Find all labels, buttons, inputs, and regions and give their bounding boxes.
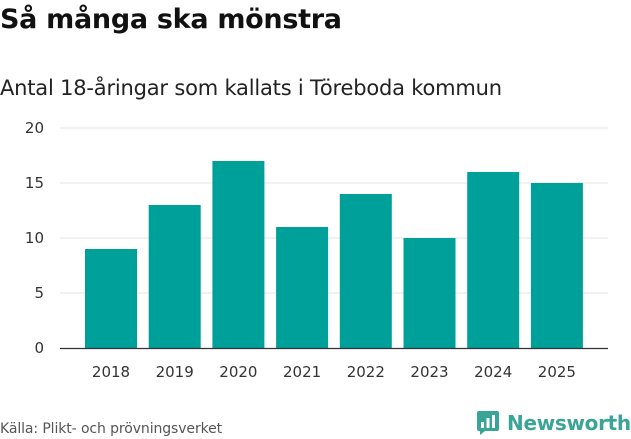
bar-2020 (212, 161, 265, 348)
x-tick-label: 2024 (474, 363, 512, 381)
x-axis-ticks: 2018 2019 2020 2021 2022 2023 2024 2025 (92, 363, 576, 381)
chart-title: Så många ska mönstra (0, 4, 342, 35)
x-tick-label: 2023 (410, 363, 448, 381)
x-tick-label: 2019 (156, 363, 194, 381)
chart-subtitle: Antal 18-åringar som kallats i Töreboda … (0, 76, 502, 100)
x-tick-label: 2022 (347, 363, 385, 381)
bar-2023 (403, 238, 456, 348)
bar-2021 (276, 227, 329, 348)
y-tick-label: 5 (34, 284, 44, 302)
y-axis-ticks: 0 5 10 15 20 (25, 119, 44, 357)
y-tick-label: 20 (25, 119, 44, 137)
brand-name: Newsworthy (507, 411, 631, 435)
bar-2018 (85, 249, 137, 348)
newsworthy-logo-icon (477, 411, 499, 435)
bars (85, 161, 583, 348)
x-tick-label: 2018 (92, 363, 130, 381)
bar-2022 (339, 194, 392, 348)
x-tick-label: 2020 (219, 363, 257, 381)
x-tick-label: 2025 (538, 363, 576, 381)
bar-2024 (467, 172, 520, 348)
y-tick-label: 10 (25, 229, 44, 247)
bar-chart: 0 5 10 15 20 2018 2019 2020 2021 2022 2023 2024 202… (25, 119, 608, 381)
bar-2019 (148, 205, 201, 348)
gridlines (60, 127, 608, 294)
source-note: Källa: Plikt- och prövningsverket (0, 421, 223, 437)
y-tick-label: 0 (34, 339, 44, 357)
brand-logo: Newsworthy (476, 409, 631, 437)
y-tick-label: 15 (25, 174, 44, 192)
x-tick-label: 2021 (283, 363, 321, 381)
bar-2025 (530, 183, 583, 348)
